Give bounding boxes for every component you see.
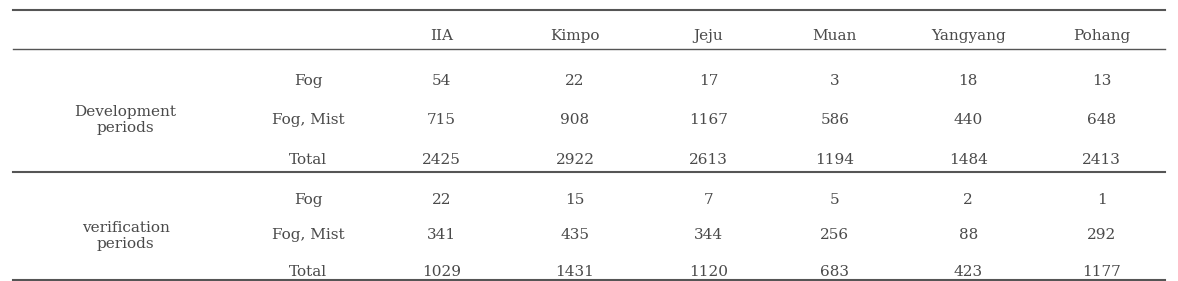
Text: 715: 715 [426, 113, 456, 127]
Text: 586: 586 [820, 113, 849, 127]
Text: Development
periods: Development periods [74, 105, 177, 135]
Text: Fog, Mist: Fog, Mist [272, 228, 344, 242]
Text: 1484: 1484 [948, 153, 987, 167]
Text: Jeju: Jeju [694, 29, 723, 42]
Text: 7: 7 [703, 192, 713, 207]
Text: 2613: 2613 [689, 153, 728, 167]
Text: 1431: 1431 [556, 265, 595, 279]
Text: 2922: 2922 [556, 153, 595, 167]
Text: 2: 2 [964, 192, 973, 207]
Text: 1194: 1194 [815, 153, 854, 167]
Text: verification
periods: verification periods [81, 221, 170, 251]
Text: 3: 3 [830, 74, 840, 88]
Text: 648: 648 [1087, 113, 1117, 127]
Text: 423: 423 [954, 265, 982, 279]
Text: 1167: 1167 [689, 113, 728, 127]
Text: 341: 341 [426, 228, 456, 242]
Text: Fog: Fog [293, 192, 323, 207]
Text: Total: Total [289, 265, 327, 279]
Text: 2425: 2425 [422, 153, 461, 167]
Text: 435: 435 [561, 228, 589, 242]
Text: Fog, Mist: Fog, Mist [272, 113, 344, 127]
Text: 15: 15 [565, 192, 584, 207]
Text: Muan: Muan [813, 29, 856, 42]
Text: 683: 683 [820, 265, 849, 279]
Text: 440: 440 [954, 113, 982, 127]
Text: 18: 18 [959, 74, 978, 88]
Text: 22: 22 [432, 192, 451, 207]
Text: Total: Total [289, 153, 327, 167]
Text: 2413: 2413 [1083, 153, 1121, 167]
Text: 88: 88 [959, 228, 978, 242]
Text: 292: 292 [1087, 228, 1117, 242]
Text: Fog: Fog [293, 74, 323, 88]
Text: 256: 256 [820, 228, 849, 242]
Text: 1: 1 [1097, 192, 1106, 207]
Text: 5: 5 [830, 192, 840, 207]
Text: 13: 13 [1092, 74, 1111, 88]
Text: 1120: 1120 [689, 265, 728, 279]
Text: 22: 22 [565, 74, 584, 88]
Text: 908: 908 [561, 113, 589, 127]
Text: Yangyang: Yangyang [931, 29, 1006, 42]
Text: Pohang: Pohang [1073, 29, 1130, 42]
Text: 1029: 1029 [422, 265, 461, 279]
Text: Kimpo: Kimpo [550, 29, 600, 42]
Text: 17: 17 [699, 74, 719, 88]
Text: 1177: 1177 [1083, 265, 1121, 279]
Text: 344: 344 [694, 228, 723, 242]
Text: IIA: IIA [430, 29, 454, 42]
Text: 54: 54 [432, 74, 451, 88]
